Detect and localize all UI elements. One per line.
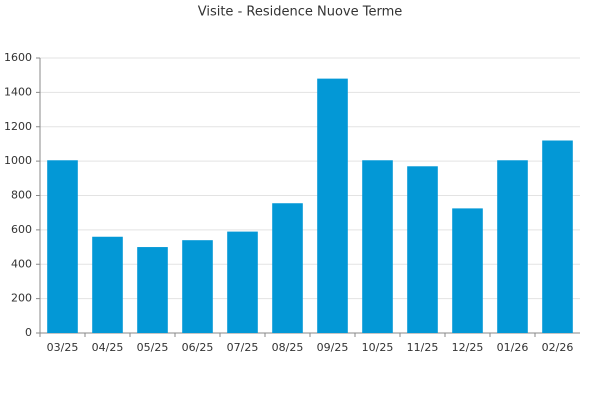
x-tick-label: 08/25 xyxy=(272,341,304,354)
y-tick-label: 800 xyxy=(11,189,32,202)
x-tick-label: 10/25 xyxy=(362,341,394,354)
bar xyxy=(272,203,303,333)
x-tick-label: 07/25 xyxy=(227,341,259,354)
x-tick-label: 09/25 xyxy=(317,341,349,354)
y-tick-label: 1000 xyxy=(4,154,32,167)
y-tick-label: 1400 xyxy=(4,85,32,98)
bar xyxy=(182,240,213,333)
bar xyxy=(47,160,78,333)
y-tick-label: 200 xyxy=(11,292,32,305)
bar xyxy=(407,166,438,333)
bar xyxy=(452,208,483,333)
bar xyxy=(542,140,573,333)
x-tick-label: 02/26 xyxy=(542,341,574,354)
chart-title: Visite - Residence Nuove Terme xyxy=(198,5,403,20)
y-tick-label: 600 xyxy=(11,223,32,236)
x-tick-label: 04/25 xyxy=(92,341,124,354)
x-tick-label: 12/25 xyxy=(452,341,484,354)
bar xyxy=(227,231,258,333)
x-tick-label: 06/25 xyxy=(182,341,214,354)
x-tick-label: 05/25 xyxy=(137,341,169,354)
bar xyxy=(317,78,348,333)
y-tick-label: 1200 xyxy=(4,120,32,133)
bar xyxy=(137,247,168,333)
y-tick-label: 0 xyxy=(25,326,32,339)
y-tick-label: 1600 xyxy=(4,51,32,64)
x-tick-label: 03/25 xyxy=(47,341,79,354)
x-tick-label: 01/26 xyxy=(497,341,529,354)
bar xyxy=(92,236,123,333)
x-tick-label: 11/25 xyxy=(407,341,439,354)
y-tick-label: 400 xyxy=(11,257,32,270)
bar xyxy=(497,160,528,333)
bar xyxy=(362,160,393,333)
